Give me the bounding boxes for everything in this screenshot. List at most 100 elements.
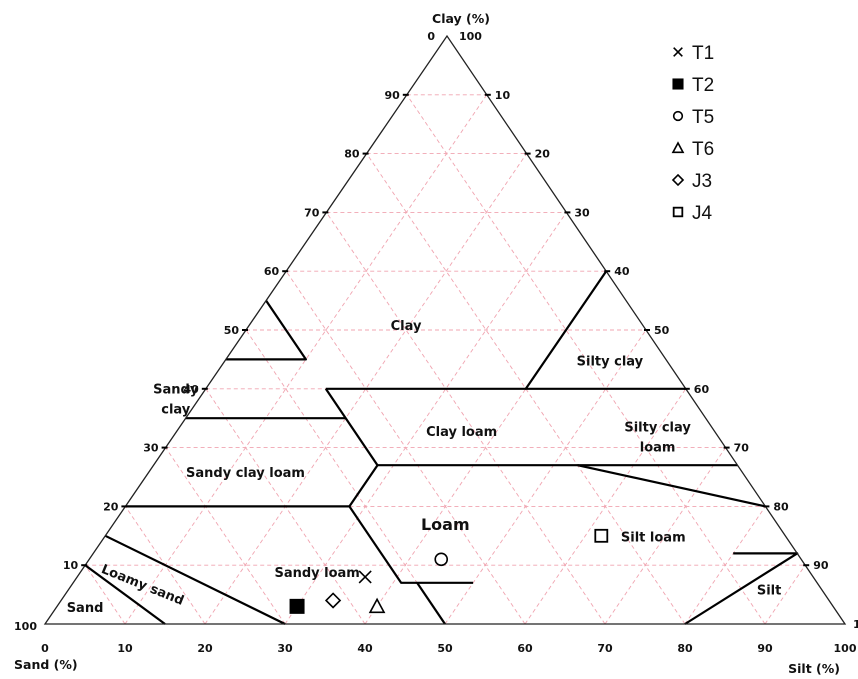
legend-label-t2: T2 [692,75,714,96]
region-label-loam: Loam [421,515,470,534]
class-boundary-0 [225,299,307,361]
silt-tick-label-90: 90 [813,559,829,572]
bottom-tick-label-0: 0 [41,642,49,655]
legend-label-t1: T1 [692,43,714,64]
region-label-line: Silty clay [624,421,691,436]
legend-label-t5: T5 [692,107,714,128]
axis-ticks [81,93,810,567]
grid-line-silt-30 [284,212,567,625]
grid-line-sand-30 [326,212,606,625]
clay-tick-label-90: 90 [384,89,400,102]
region-label-line: Sandy [153,383,199,398]
legend-label-j3: J3 [692,171,712,192]
texture-class-boundaries [84,270,799,625]
bottom-tick-label-20: 20 [197,642,213,655]
grid-line-sand-20 [366,153,686,625]
region-label-sandy-clay: Sandy clay [153,383,199,418]
data-point-t1-stroke-b [358,570,372,584]
clay-tick-label-0: 0 [427,30,435,43]
region-label-line: clay [161,403,191,418]
region-label-sandy-clay-loam: Sandy clay loam [186,466,305,481]
clay-tick-label-20: 20 [103,500,119,513]
grid-line-silt-80 [684,506,766,625]
bottom-tick-label-60: 60 [517,642,533,655]
sample-points [289,528,609,614]
silt-axis-title: Silt (%) [788,661,840,676]
clay-tick-label-40: 40 [183,383,199,396]
region-label-sand: Sand [67,601,104,616]
texture-class-labels: Clay Sandy clay Silty clay Clay loam Silty cl… [67,319,782,616]
region-label-silt-loam: Silt loam [621,531,686,546]
sand-tick-label-100: 100 [14,620,37,633]
grid-line-sand-10 [406,94,766,625]
region-label-clay-loam: Clay loam [426,425,497,440]
grid-line-silt-90 [764,564,806,625]
sand-axis-title: Sand (%) [14,657,78,672]
class-boundary-2 [524,270,686,390]
grid-line-sand-70 [165,447,286,625]
grid-line-silt-50 [444,329,647,625]
clay-tick-label-30: 30 [143,442,159,455]
silt-tick-label-10: 10 [495,89,511,102]
class-boundary-5 [324,388,474,584]
silt-tick-label-70: 70 [734,442,750,455]
data-point-t1 [358,570,372,584]
region-label-clay: Clay [391,319,422,334]
legend-marker-j4 [672,206,684,218]
legend-marker-t1 [673,47,683,57]
axis-tick-labels: 1000109010208020307030406040505050604060… [14,30,858,655]
silt-tick-label-80: 80 [773,500,789,513]
clay-tick-label-10: 10 [63,559,79,572]
clay-tick-label-70: 70 [304,206,320,219]
silt-tick-label-40: 40 [614,265,630,278]
legend: T1 T2 T5 T6 J3 J4 [671,43,714,224]
grid-line-silt-60 [524,388,687,625]
silt-tick-label-20: 20 [535,148,551,161]
legend-marker-t6 [671,141,685,154]
bottom-tick-label-100: 100 [834,642,857,655]
bottom-tick-label-40: 40 [357,642,373,655]
data-point-t6 [368,597,386,614]
grid-line-silt-20 [204,153,527,625]
grid-line-sand-50 [245,329,446,625]
class-boundary-7 [577,464,766,508]
legend-label-j4: J4 [692,203,713,224]
class-boundary-8 [416,582,446,625]
clay-tick-label-100: 100 [459,30,482,43]
silt-tick-label-50: 50 [654,324,670,337]
region-label-silty-clay-loam: Silty clay loam [624,421,691,456]
legend-label-t6: T6 [692,139,714,160]
clay-axis-title: Clay (%) [432,11,490,26]
bottom-tick-label-70: 70 [597,642,613,655]
grid-line-silt-70 [604,447,726,625]
data-point-t2 [289,598,305,614]
legend-marker-t1-stroke-b [673,47,683,57]
silt-tick-label-30: 30 [574,206,590,219]
bottom-tick-label-50: 50 [437,642,453,655]
region-label-sandy-loam: Sandy loam [274,566,359,581]
data-point-j4 [594,528,609,543]
data-point-t5 [434,552,449,567]
bottom-tick-label-10: 10 [117,642,133,655]
bottom-tick-label-90: 90 [757,642,773,655]
bottom-tick-label-30: 30 [277,642,293,655]
legend-marker-t5 [672,110,684,122]
region-label-silty-clay: Silty clay [577,354,644,369]
clay-tick-label-80: 80 [344,148,360,161]
axis-titles: Clay (%) Sand (%) Silt (%) [14,11,840,676]
bottom-tick-label-80: 80 [677,642,693,655]
grid-line-sand-90 [84,564,126,625]
silt-tick-label-60: 60 [694,383,710,396]
clay-tick-label-60: 60 [264,265,280,278]
clay-tick-label-50: 50 [224,324,240,337]
class-boundary-10 [84,564,166,625]
class-boundary-9 [104,534,286,625]
region-label-silt: Silt [757,584,782,599]
silt-tick-label-100: 100 [853,618,858,631]
legend-marker-t2 [672,78,684,90]
grid-line-silt-10 [124,94,488,625]
data-point-j3 [324,592,342,609]
legend-marker-j3 [671,173,685,187]
region-label-line: loam [640,441,676,456]
